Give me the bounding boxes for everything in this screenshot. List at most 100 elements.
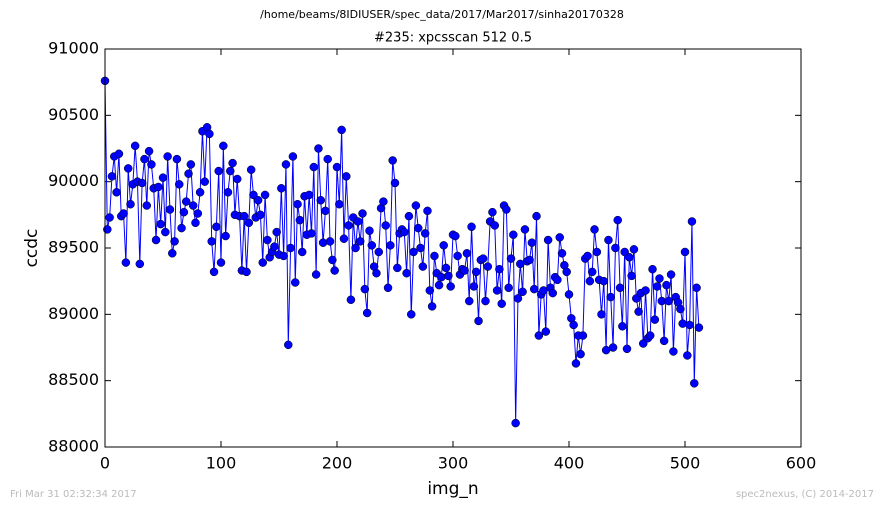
- x-tick-label: 600: [786, 454, 817, 473]
- point: [590, 225, 599, 234]
- point: [460, 266, 469, 275]
- point: [212, 222, 221, 232]
- point: [119, 209, 128, 218]
- point: [444, 271, 453, 281]
- point: [270, 242, 279, 251]
- point: [571, 359, 581, 368]
- point: [286, 243, 295, 253]
- y-axis-label: ccdc: [22, 229, 42, 268]
- point: [181, 197, 191, 206]
- point: [374, 247, 384, 257]
- point: [205, 129, 214, 139]
- footer-left: Fri Mar 31 02:32:34 2017: [10, 489, 137, 500]
- point: [541, 327, 551, 336]
- y-tick-label: 89000: [48, 304, 99, 323]
- x-tick-label: 400: [554, 454, 585, 473]
- point: [367, 241, 377, 250]
- y-tick-label: 89500: [48, 238, 99, 257]
- point: [172, 154, 182, 164]
- point: [330, 266, 339, 275]
- x-tick-label: 300: [438, 454, 469, 473]
- point: [140, 154, 149, 164]
- point: [353, 217, 363, 226]
- point: [207, 237, 216, 246]
- point: [495, 264, 504, 274]
- point: [335, 199, 344, 209]
- point: [562, 267, 571, 277]
- point: [263, 235, 272, 245]
- point: [216, 258, 226, 267]
- point: [587, 267, 597, 277]
- point: [154, 182, 163, 192]
- y-tick-label: 90500: [48, 105, 99, 124]
- point: [664, 296, 674, 306]
- point: [318, 238, 328, 247]
- point: [256, 210, 265, 220]
- point: [337, 125, 346, 135]
- point: [506, 254, 516, 263]
- point: [177, 223, 186, 233]
- point: [683, 351, 692, 360]
- point: [678, 319, 687, 328]
- point: [543, 235, 553, 245]
- point: [126, 199, 135, 209]
- point: [161, 227, 170, 237]
- point: [518, 287, 527, 297]
- point: [525, 255, 534, 265]
- point: [569, 320, 578, 330]
- point: [232, 174, 242, 184]
- point: [246, 165, 256, 174]
- point: [170, 237, 179, 246]
- point: [284, 340, 293, 350]
- point: [195, 188, 205, 197]
- point: [165, 205, 175, 214]
- point: [645, 331, 655, 340]
- point: [358, 209, 367, 218]
- point: [360, 284, 370, 294]
- point: [372, 268, 381, 278]
- point: [680, 247, 690, 257]
- point: [219, 141, 228, 151]
- suptitle: /home/beams/8IDIUSER/spec_data/2017/Mar2…: [260, 8, 624, 21]
- point: [520, 225, 530, 234]
- point: [226, 166, 235, 176]
- point: [295, 215, 305, 225]
- point: [325, 237, 335, 246]
- point: [184, 169, 193, 178]
- point: [105, 213, 114, 222]
- point: [564, 290, 574, 299]
- point: [142, 201, 152, 210]
- point: [441, 263, 451, 273]
- x-tick-label: 500: [670, 454, 701, 473]
- point: [307, 229, 316, 238]
- point: [279, 251, 288, 261]
- point: [381, 221, 390, 230]
- point: [321, 206, 330, 216]
- point: [288, 152, 298, 161]
- point: [362, 308, 372, 318]
- point: [386, 241, 395, 250]
- point: [179, 207, 189, 217]
- point: [151, 235, 161, 245]
- point: [112, 188, 121, 197]
- point: [685, 320, 694, 330]
- point: [478, 254, 488, 263]
- point: [107, 172, 117, 181]
- point: [659, 336, 669, 346]
- point: [502, 205, 511, 214]
- point: [597, 310, 606, 319]
- point: [346, 295, 356, 304]
- point: [666, 270, 676, 279]
- point: [393, 263, 402, 273]
- point: [439, 241, 448, 250]
- point: [471, 267, 481, 277]
- point: [629, 245, 639, 254]
- point: [474, 316, 483, 326]
- point: [634, 307, 643, 316]
- point: [557, 249, 567, 258]
- x-tick-label: 0: [100, 454, 110, 473]
- point: [451, 231, 460, 241]
- point: [511, 418, 520, 428]
- point: [618, 322, 627, 331]
